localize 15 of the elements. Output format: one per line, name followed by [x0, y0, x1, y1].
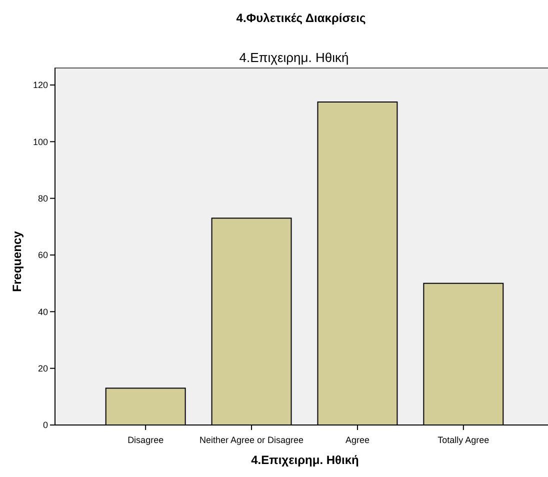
chart-subtitle: 4.Επιχειρημ. Ηθική	[239, 50, 349, 65]
y-tick-label: 40	[38, 306, 48, 317]
y-tick-label: 120	[32, 80, 48, 90]
y-tick-label: 100	[32, 136, 48, 147]
y-tick-label: 60	[38, 250, 48, 260]
y-tick-label: 0	[42, 420, 48, 430]
y-axis-title: Frequency	[10, 230, 24, 292]
x-tick-label: Agree	[345, 435, 370, 445]
x-tick-label: Totally Agree	[438, 435, 490, 445]
x-tick-label: Neither Agree or Disagree	[199, 435, 304, 445]
x-axis-title: 4.Επιχειρημ. Ηθική	[251, 453, 359, 467]
y-tick-label: 80	[38, 193, 48, 204]
y-tick-label: 20	[38, 363, 48, 374]
chart-title: 4.Φυλετικές Διακρίσεις	[236, 11, 366, 25]
x-tick-label: Disagree	[128, 435, 164, 445]
